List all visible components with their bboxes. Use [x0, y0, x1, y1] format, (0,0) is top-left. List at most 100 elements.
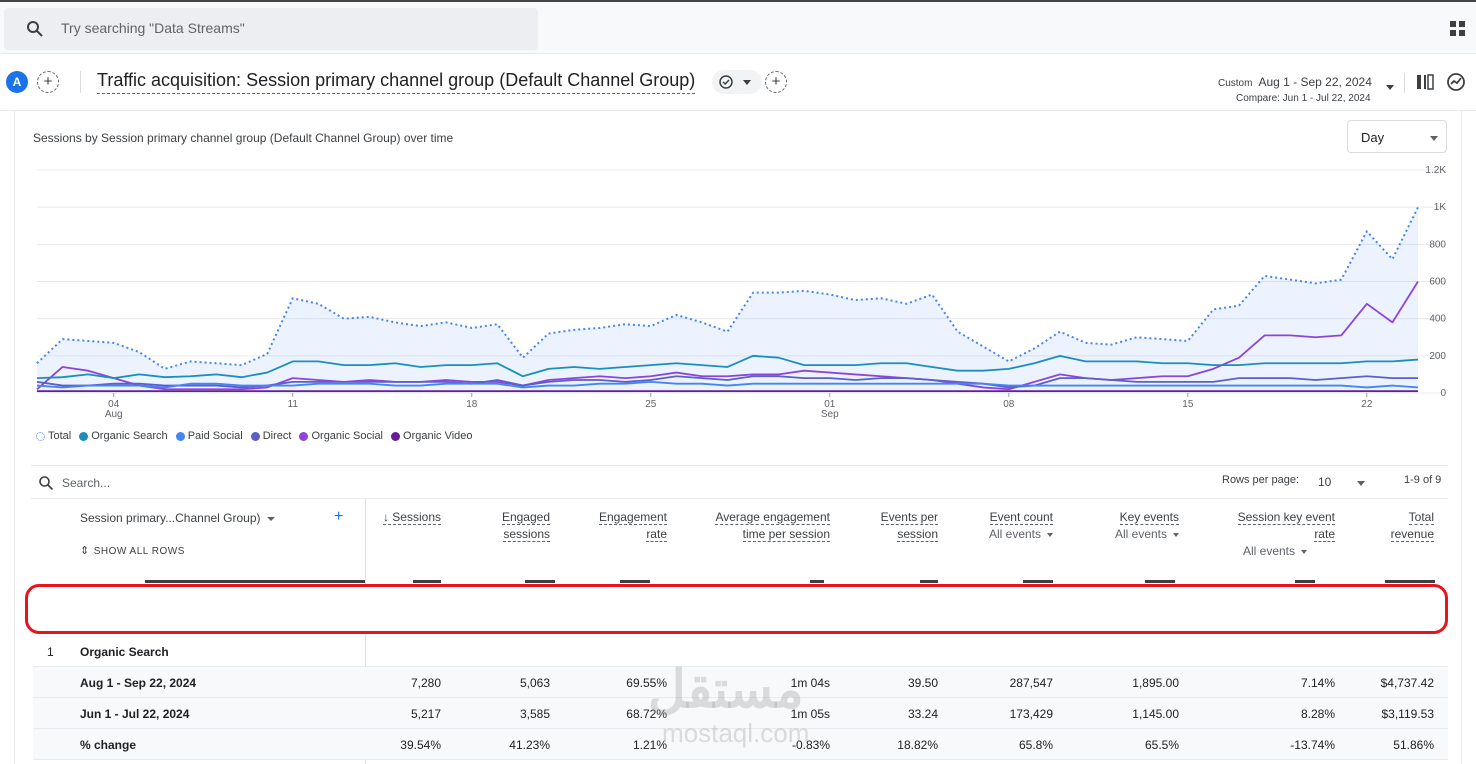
table-cell: 68.72% [626, 707, 667, 721]
chevron-down-icon [1047, 532, 1053, 537]
legend-item[interactable]: Paid Social [175, 430, 243, 442]
table-row[interactable]: % change 39.54% 41.23% 1.21% -0.83% 18.82% 65.… [33, 729, 1448, 760]
chevron-down-icon[interactable] [1357, 481, 1365, 486]
x-tick-label: 04 [108, 399, 120, 410]
chevron-down-icon [1301, 549, 1308, 554]
legend-item[interactable]: Organic Social [299, 430, 383, 442]
title-status-chip[interactable] [712, 70, 762, 94]
x-tick-sublabel: Aug [105, 409, 123, 420]
table-cell: 8.28% [1300, 707, 1335, 721]
column-header[interactable]: Session key event rate All events [1215, 509, 1335, 560]
x-tick-label: 01 [824, 399, 836, 410]
report-header: A + Traffic acquisition: Session primary… [0, 55, 1476, 111]
table-cell: 5,063 [519, 676, 550, 690]
legend-swatch [175, 431, 185, 441]
totals-row-cropped [145, 580, 1435, 583]
table-cell: 1m 04s [790, 676, 830, 690]
y-tick-label: 800 [1429, 239, 1446, 250]
event-filter-value: All events [1114, 527, 1167, 541]
table-cell: 7,280 [410, 676, 441, 690]
table-group-row[interactable]: 1 Organic Search [33, 636, 1448, 667]
legend-item[interactable]: Direct [250, 430, 291, 442]
x-tick-label: 15 [1182, 399, 1194, 410]
watermark-text: mostaql.com [662, 718, 810, 748]
column-header-label: rate [1314, 527, 1335, 542]
legend-item[interactable]: Total [36, 430, 71, 442]
event-filter-select[interactable]: All events [963, 526, 1053, 543]
table-cell: 1.21% [632, 738, 667, 752]
table-cell: 51.86% [1393, 738, 1434, 752]
table-cell: -13.74% [1290, 738, 1335, 752]
segment-avatar[interactable]: A [6, 71, 28, 93]
column-header-label: revenue [1390, 527, 1434, 542]
granularity-select[interactable]: Day [1347, 120, 1447, 153]
table-cell: $4,737.42 [1380, 676, 1434, 690]
legend-item[interactable]: Organic Video [391, 430, 473, 442]
table-cell: 1m 05s [790, 707, 830, 721]
table-cell: 69.55% [626, 676, 667, 690]
search-icon [27, 21, 43, 37]
page-title[interactable]: Traffic acquisition: Session primary cha… [97, 70, 696, 94]
add-filter-icon[interactable]: + [765, 71, 787, 93]
legend-swatch [299, 431, 309, 441]
watermark-logo: مستقل [648, 661, 804, 719]
table-row[interactable]: Aug 1 - Sep 22, 2024 7,280 5,063 69.55% 1m 0… [33, 667, 1448, 698]
chevron-down-icon[interactable] [267, 517, 275, 521]
chart-title: Sessions by Session primary channel grou… [33, 131, 454, 145]
y-tick-label: 1.2K [1425, 165, 1446, 176]
legend-label: Paid Social [187, 430, 243, 442]
y-tick-label: 1K [1434, 202, 1447, 213]
table-cell: 287,547 [1009, 676, 1053, 690]
x-tick-label: 08 [1003, 399, 1015, 410]
total-area-fill [37, 207, 1418, 393]
column-header[interactable]: ↓ Sessions [351, 509, 441, 526]
table-row[interactable]: Jun 1 - Jul 22, 2024 5,217 3,585 68.72% 1m 0… [33, 698, 1448, 729]
event-filter-select[interactable]: All events [1215, 543, 1335, 560]
column-header[interactable]: Total revenue [1364, 509, 1434, 543]
table-cell: 39.54% [400, 738, 441, 752]
add-dimension-button[interactable]: + [334, 508, 344, 525]
column-header[interactable]: Average engagement time per session [690, 509, 830, 543]
chevron-down-icon [1430, 136, 1438, 141]
series-line-organic-social [36, 281, 1419, 391]
dimension-header[interactable]: Session primary...Channel Group) [80, 511, 261, 525]
compare-columns-icon[interactable] [1415, 73, 1435, 91]
legend-item[interactable]: Organic Search [79, 430, 168, 442]
column-header-label: ↓ Sessions [382, 510, 441, 525]
table-cell: -0.83% [791, 738, 830, 752]
show-all-rows-button[interactable]: ⇕ SHOW ALL ROWS [80, 544, 185, 557]
column-header[interactable]: Engagement rate [577, 509, 667, 543]
date-range-picker[interactable]: Custom Aug 1 - Sep 22, 2024 [1218, 75, 1372, 89]
column-header[interactable]: Key events All events [1079, 509, 1179, 543]
column-header-label: Event count [989, 510, 1053, 525]
date-dropdown-icon[interactable] [1386, 85, 1394, 90]
column-header-label: Average engagement [715, 510, 830, 525]
column-header[interactable]: Engaged sessions [470, 509, 550, 543]
event-filter-select[interactable]: All events [1079, 526, 1179, 543]
table-search-input[interactable]: Search... [62, 476, 111, 490]
header-divider [80, 71, 81, 93]
highlight-annotation-box [25, 584, 1448, 634]
compare-range-value: Compare: Jun 1 - Jul 22, 2024 [1236, 93, 1371, 104]
search-placeholder: Try searching "Data Streams" [61, 20, 245, 36]
show-all-rows-label: SHOW ALL ROWS [93, 546, 185, 557]
row-label: Aug 1 - Sep 22, 2024 [80, 676, 197, 690]
y-tick-label: 400 [1429, 314, 1446, 325]
global-search-input[interactable]: Try searching "Data Streams" [4, 8, 538, 50]
rows-per-page-select[interactable]: 10 [1318, 475, 1332, 489]
legend-swatch [250, 431, 260, 441]
y-tick-label: 600 [1429, 277, 1446, 288]
insights-icon[interactable] [1446, 72, 1466, 92]
x-tick-label: 22 [1361, 399, 1373, 410]
top-bar: Try searching "Data Streams" [0, 0, 1476, 54]
column-header[interactable]: Event count All events [963, 509, 1053, 543]
header-separator [1404, 73, 1405, 93]
column-header[interactable]: Events per session [858, 509, 938, 543]
series-line-total [36, 206, 1419, 370]
add-comparison-icon[interactable]: + [37, 71, 59, 93]
column-header-label: Key events [1119, 510, 1179, 525]
date-range-value: Aug 1 - Sep 22, 2024 [1258, 75, 1372, 89]
column-header-label: time per session [742, 527, 830, 542]
apps-grid-icon[interactable] [1450, 21, 1466, 37]
